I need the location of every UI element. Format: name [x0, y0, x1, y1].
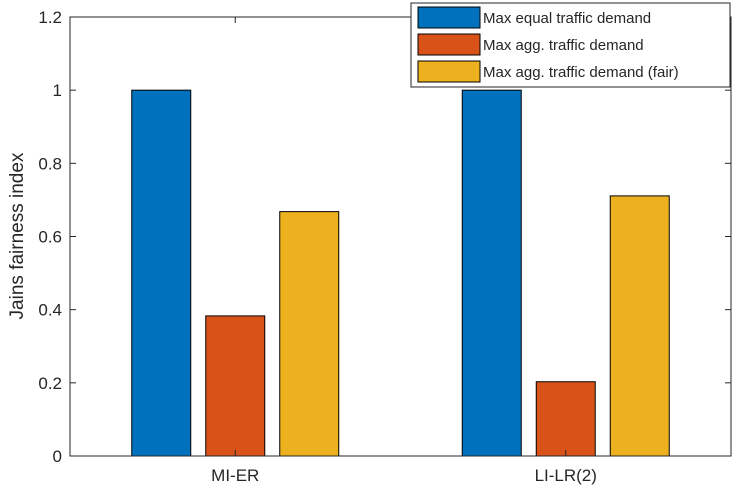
legend-swatch — [417, 33, 481, 56]
x-tick-label: MI-ER — [211, 466, 259, 485]
legend-swatch — [417, 60, 481, 83]
y-axis-label: Jains fairness index — [7, 152, 28, 319]
y-tick-label: 1.2 — [38, 8, 62, 27]
y-tick-label: 0.6 — [38, 228, 62, 247]
y-tick-label: 0.2 — [38, 374, 62, 393]
legend-swatch — [417, 6, 481, 29]
bar-3-mi-er — [279, 211, 340, 457]
legend-label: Max agg. traffic demand — [483, 37, 644, 54]
legend: Max equal traffic demand Max agg. traffic… — [410, 2, 731, 88]
x-tick-label: LI-LR(2) — [535, 466, 597, 485]
y-tick-label: 0 — [53, 447, 62, 466]
bar-1-li-lr-2- — [461, 89, 522, 457]
axes-layer: 0 0.2 0.4 0.6 0.8 1 1.2 MI-ER LI-LR(2) — [38, 8, 732, 485]
bars-layer — [131, 89, 670, 457]
bar-3-li-lr-2- — [609, 195, 670, 457]
y-tick-label: 1 — [53, 81, 62, 100]
bar-2-mi-er — [205, 315, 266, 457]
y-tick-label: 0.8 — [38, 154, 62, 173]
legend-label: Max agg. traffic demand (fair) — [483, 64, 679, 81]
y-tick-label: 0.4 — [38, 301, 62, 320]
legend-label: Max equal traffic demand — [483, 10, 651, 27]
bar-2-li-lr-2- — [535, 381, 596, 457]
bar-1-mi-er — [131, 89, 192, 457]
